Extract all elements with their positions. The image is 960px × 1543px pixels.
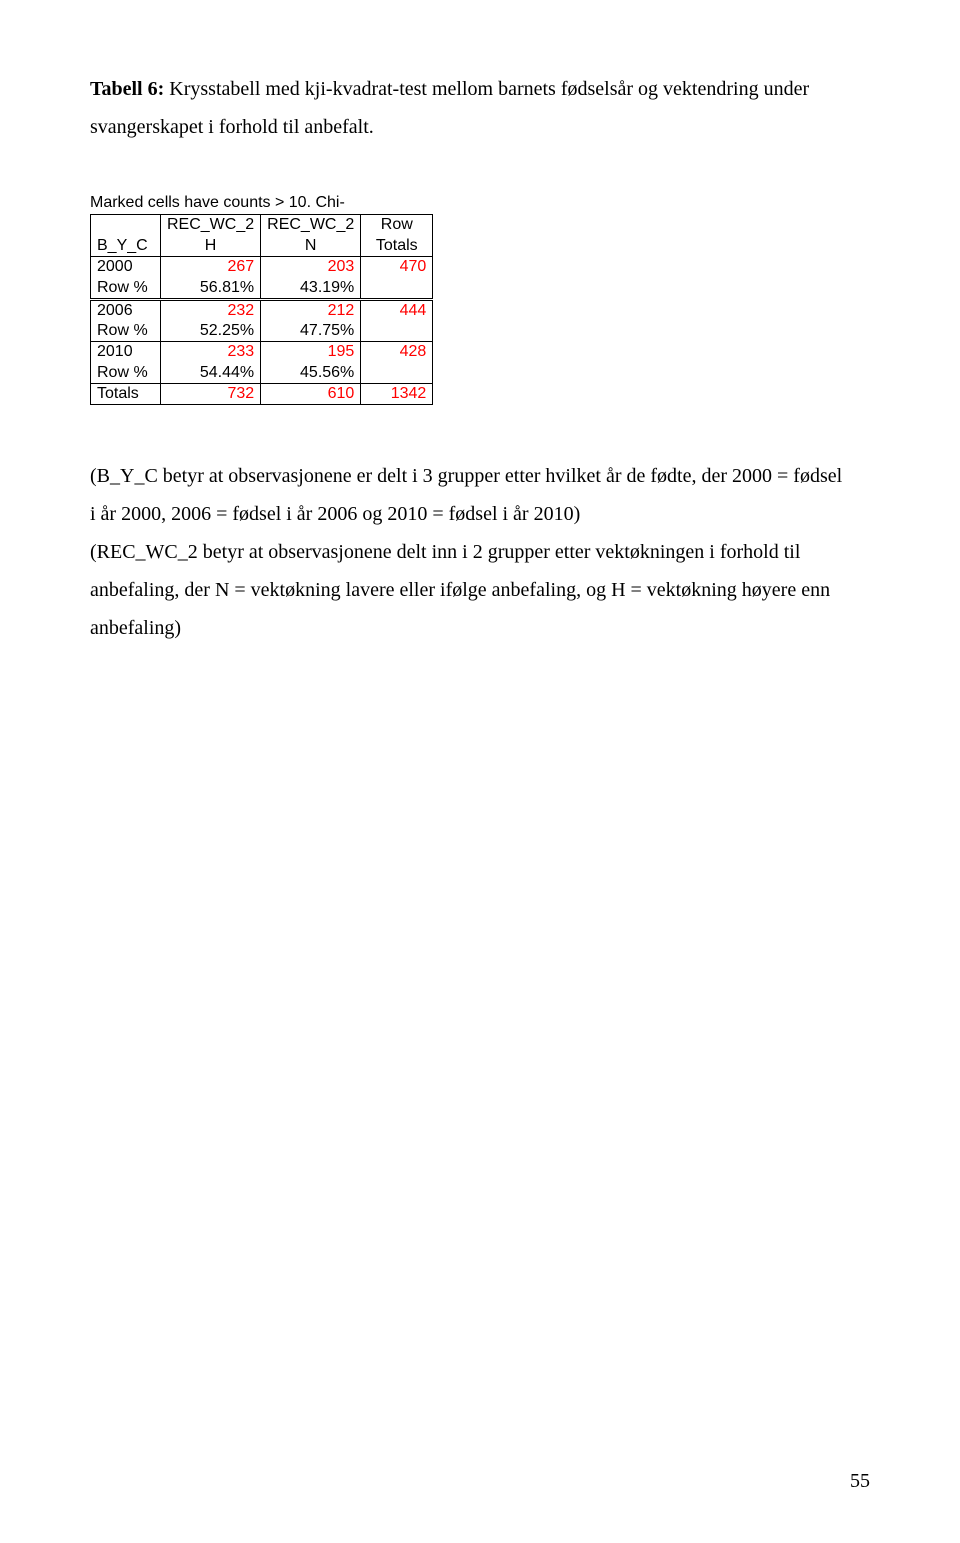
cell: 47.75% [261,321,361,342]
row-label: Row % [91,363,161,384]
explain-line: (B_Y_C betyr at observasjonene er delt i… [90,457,870,495]
row-label: 2006 [91,299,161,321]
cell: 43.19% [261,278,361,300]
table-row: Row % 54.44% 45.56% [91,363,433,384]
cell [361,278,433,300]
explain-line: anbefaling) [90,609,870,647]
header-c2-bot: N [261,236,361,257]
cell: 470 [361,257,433,278]
table-row: 2000 267 203 470 [91,257,433,278]
header-row-2: B_Y_C H N Totals [91,236,433,257]
cell: 54.44% [161,363,261,384]
table-title: Tabell 6: Krysstabell med kji-kvadrat-te… [90,70,870,146]
row-label: Row % [91,278,161,300]
cell: 45.56% [261,363,361,384]
row-label: 2010 [91,342,161,363]
header-c1-top: REC_WC_2 [161,215,261,236]
cell: 203 [261,257,361,278]
cell: 428 [361,342,433,363]
cell [361,363,433,384]
cell: 195 [261,342,361,363]
header-c1-bot: H [161,236,261,257]
title-text-2: svangerskapet i forhold til anbefalt. [90,116,374,138]
table-row: 2006 232 212 444 [91,299,433,321]
table-row: 2010 233 195 428 [91,342,433,363]
table-row: Row % 52.25% 47.75% [91,321,433,342]
cell: 233 [161,342,261,363]
cell [361,321,433,342]
title-label: Tabell 6: [90,78,164,100]
row-label: 2000 [91,257,161,278]
cross-table: REC_WC_2 REC_WC_2 Row B_Y_C H N Totals 2… [90,214,433,405]
title-text-1: Krysstabell med kji-kvadrat-test mellom … [164,78,809,100]
header-c3-bot: Totals [361,236,433,257]
header-row-1: REC_WC_2 REC_WC_2 Row [91,215,433,236]
table-row: Row % 56.81% 43.19% [91,278,433,300]
cell: 610 [261,384,361,405]
totals-label: Totals [91,384,161,405]
header-c2-top: REC_WC_2 [261,215,361,236]
cell: 267 [161,257,261,278]
cell: 52.25% [161,321,261,342]
cell: 56.81% [161,278,261,300]
explain-line: anbefaling, der N = vektøkning lavere el… [90,571,870,609]
cell: 1342 [361,384,433,405]
cell: 732 [161,384,261,405]
table-caption: Marked cells have counts > 10. Chi- [90,194,870,212]
cell: 212 [261,299,361,321]
explanation-block: (B_Y_C betyr at observasjonene er delt i… [90,457,870,647]
explain-line: i år 2000, 2006 = fødsel i år 2006 og 20… [90,495,870,533]
explain-line: (REC_WC_2 betyr at observasjonene delt i… [90,533,870,571]
totals-row: Totals 732 610 1342 [91,384,433,405]
header-row-label: B_Y_C [91,236,161,257]
page-number: 55 [850,1470,870,1493]
cell: 444 [361,299,433,321]
cell: 232 [161,299,261,321]
row-label: Row % [91,321,161,342]
header-c3-top: Row [361,215,433,236]
